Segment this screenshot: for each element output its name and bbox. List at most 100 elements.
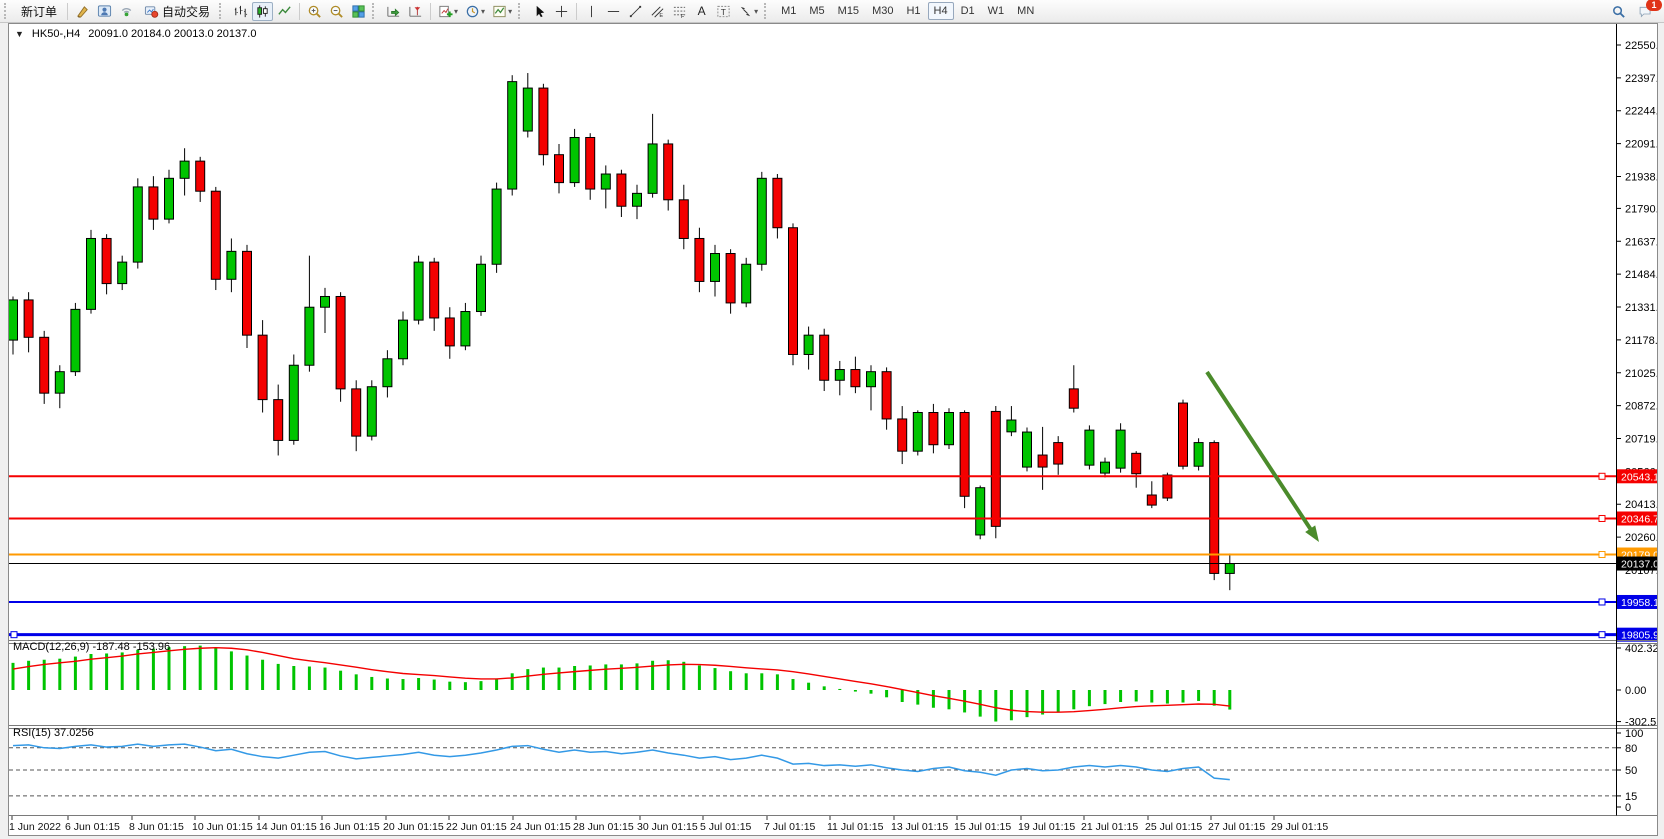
svg-text:16 Jun 01:15: 16 Jun 01:15 (319, 821, 380, 833)
timeframe-button-M30[interactable]: M30 (872, 5, 894, 17)
svg-text:21178.0: 21178.0 (1625, 335, 1657, 347)
svg-text:7 Jul 01:15: 7 Jul 01:15 (764, 821, 816, 833)
svg-text:50: 50 (1625, 765, 1637, 777)
svg-text:8 Jun 01:15: 8 Jun 01:15 (129, 821, 184, 833)
indicators-button[interactable]: ▾ (435, 2, 461, 21)
cursor-button[interactable] (529, 2, 550, 21)
chart-shift-button[interactable] (405, 2, 426, 21)
autotrade-label: 自动交易 (162, 4, 211, 19)
chart-line-button[interactable] (274, 2, 295, 21)
svg-text:6 Jun 01:15: 6 Jun 01:15 (65, 821, 120, 833)
separator (430, 2, 432, 20)
zoom-out-button[interactable] (326, 2, 347, 21)
search-button[interactable] (1608, 2, 1629, 21)
signals-button[interactable] (116, 2, 137, 21)
notification-badge: 1 (1646, 0, 1662, 11)
periods-button[interactable]: ▾ (462, 2, 488, 21)
equidistant-channel-icon: E (651, 5, 664, 19)
timeframe-button-M5[interactable]: M5 (809, 5, 825, 17)
svg-text:E: E (659, 13, 663, 19)
timeframe-group: M1 M5 M15 M30 H1 H4 D1 W1 MN (775, 2, 1040, 20)
text-button[interactable]: A (691, 2, 712, 21)
chart-candles-button[interactable] (252, 1, 274, 21)
tile-windows-button[interactable] (348, 2, 369, 21)
zoom-in-button[interactable] (304, 2, 325, 21)
toolbar: 新订单 自动交易 ▾ ▾ ▾ E F A T ▾ M1 M5 M15 M30 H1 H4 D (0, 0, 1664, 23)
svg-text:19805.9: 19805.9 (1621, 630, 1657, 642)
chevron-down-icon: ▼ (15, 29, 24, 39)
svg-text:13 Jul 01:15: 13 Jul 01:15 (891, 821, 948, 833)
zoom-in-icon (308, 5, 321, 18)
chat-button[interactable]: 1 (1635, 0, 1662, 21)
toolbar-grip (4, 3, 11, 19)
svg-text:19958.1: 19958.1 (1621, 597, 1657, 609)
svg-text:20 Jun 01:15: 20 Jun 01:15 (383, 821, 444, 833)
bar-chart-icon (234, 5, 248, 17)
svg-text:22244.5: 22244.5 (1625, 106, 1657, 118)
svg-text:21025.0: 21025.0 (1625, 368, 1657, 380)
horizontal-line-button[interactable] (603, 2, 624, 21)
svg-text:21331.0: 21331.0 (1625, 302, 1657, 314)
timeframe-button-M1[interactable]: M1 (781, 5, 797, 17)
autotrade-icon (144, 5, 159, 18)
profile-icon (97, 4, 112, 17)
vertical-line-icon (591, 5, 593, 17)
arrows-button[interactable]: ▾ (735, 2, 761, 21)
chart-title: ▼ HK50-,H4 20091.0 20184.0 20013.0 20137.0 (15, 28, 256, 40)
tile-windows-icon (352, 4, 365, 18)
cursor-icon (536, 5, 545, 17)
timeframe-button-M15[interactable]: M15 (837, 5, 860, 17)
svg-text:20346.7: 20346.7 (1621, 513, 1657, 525)
new-order-button[interactable]: 新订单 (21, 4, 58, 19)
svg-text:28 Jun 01:15: 28 Jun 01:15 (573, 821, 634, 833)
svg-text:F: F (681, 14, 685, 19)
timeframe-button-H4[interactable]: H4 (927, 2, 954, 20)
toolbar-grip (764, 3, 771, 19)
svg-text:27 Jul 01:15: 27 Jul 01:15 (1208, 821, 1265, 833)
fibonacci-button[interactable]: F (669, 2, 690, 21)
search-icon (1613, 5, 1625, 18)
text-label-button[interactable]: T (713, 2, 734, 21)
svg-text:15 Jul 01:15: 15 Jul 01:15 (954, 821, 1011, 833)
timeframe-button-MN[interactable]: MN (1017, 5, 1035, 17)
svg-text:5 Jul 01:15: 5 Jul 01:15 (700, 821, 752, 833)
crosshair-button[interactable] (551, 2, 572, 21)
timeframe-button-D1[interactable]: D1 (960, 5, 975, 17)
autoscroll-button[interactable] (383, 2, 404, 21)
svg-text:22 Jun 01:15: 22 Jun 01:15 (446, 821, 507, 833)
arrows-icon (740, 6, 751, 16)
timeframe-button-W1[interactable]: W1 (987, 5, 1005, 17)
svg-text:21484.0: 21484.0 (1625, 269, 1657, 281)
svg-text:15: 15 (1625, 791, 1637, 803)
chart-canvas[interactable]: 22550.5 22397.5 22244.5 22091.5 21938.5 21790… (9, 24, 1657, 835)
vertical-line-button[interactable] (581, 2, 602, 21)
svg-text:20719.0: 20719.0 (1625, 433, 1657, 445)
svg-text:19 Jul 01:15: 19 Jul 01:15 (1018, 821, 1075, 833)
templates-button[interactable]: ▾ (489, 2, 515, 21)
line-chart-icon (278, 5, 291, 15)
svg-text:22091.5: 22091.5 (1625, 139, 1657, 151)
svg-text:14 Jun 01:15: 14 Jun 01:15 (256, 821, 317, 833)
timeframe-button-H1[interactable]: H1 (906, 5, 921, 17)
channel-button[interactable]: E (647, 2, 668, 21)
trendline-button[interactable] (625, 2, 646, 21)
rsi-indicator-label: RSI(15) 37.0256 (13, 727, 94, 739)
svg-text:11 Jul 01:15: 11 Jul 01:15 (827, 821, 884, 833)
svg-text:10 Jun 01:15: 10 Jun 01:15 (192, 821, 253, 833)
svg-text:100: 100 (1625, 728, 1643, 740)
autoscroll-icon (387, 6, 400, 17)
ohlc-label: 20091.0 20184.0 20013.0 20137.0 (88, 28, 257, 40)
metaeditor-button[interactable] (72, 2, 93, 21)
vps-button[interactable] (94, 2, 115, 21)
chart-shift-icon (409, 6, 422, 17)
chisel-icon (77, 5, 88, 18)
macd-indicator-label: MACD(12,26,9) -187.48 -153.96 (13, 641, 171, 653)
separator (299, 2, 301, 20)
autotrading-button[interactable]: 自动交易 (138, 2, 216, 21)
svg-text:22550.5: 22550.5 (1625, 40, 1657, 52)
chart-bars-button[interactable] (230, 2, 251, 21)
add-indicator-icon (439, 5, 453, 17)
symbol-period-label: HK50-,H4 (31, 28, 81, 40)
separator (67, 2, 69, 20)
